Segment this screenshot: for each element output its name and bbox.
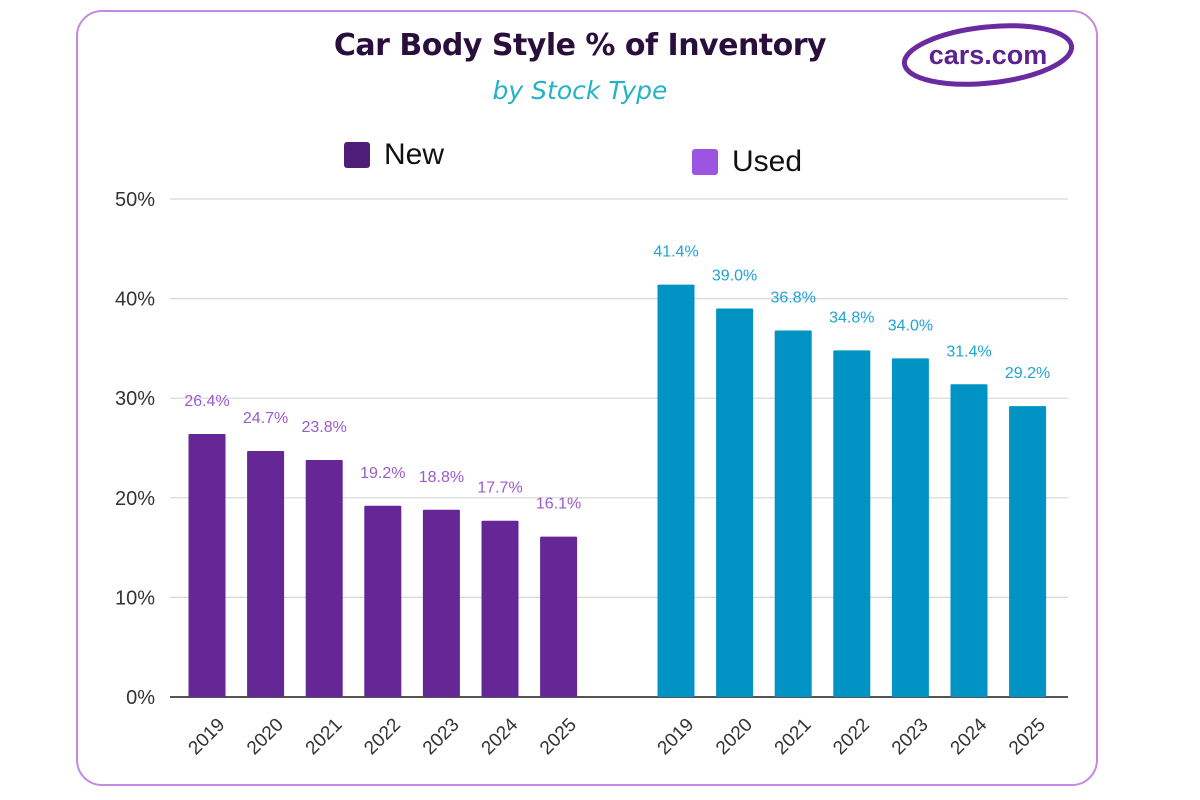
legend-label-used: Used [732,145,803,178]
x-tick-label: 2021 [771,714,816,759]
data-label: 18.8% [419,469,464,486]
x-tick-label: 2025 [1005,714,1050,759]
bar-used-2025 [1009,406,1047,697]
bar-used-2022 [833,350,871,697]
bar-new-2021 [305,459,343,697]
x-tick-label: 2021 [302,714,347,759]
data-label: 17.7% [477,480,522,497]
cars-com-logo: cars.com [901,23,1075,87]
bar-new-2022 [364,505,402,697]
data-label: 23.8% [302,419,347,436]
bar-new-2020 [247,450,285,697]
bar-used-2019 [657,284,695,697]
bar-used-2024 [950,384,988,697]
bar-used-2021 [774,330,812,697]
x-tick-label: 2024 [947,714,992,759]
svg-text:cars.com: cars.com [929,40,1048,70]
x-tick-label: 2022 [829,714,874,759]
x-tick-label: 2025 [536,714,581,759]
y-tick-label: 10% [115,587,155,609]
legend-item-used: Used [692,145,802,179]
y-tick-label: 40% [115,289,155,311]
data-label: 34.8% [829,309,874,326]
x-tick-label: 2019 [185,714,230,759]
legend-swatch-used [692,149,718,175]
bar-new-2024 [481,520,519,697]
data-label: 24.7% [243,410,288,427]
legend-label-new: New [384,138,445,171]
data-label: 41.4% [653,244,698,261]
x-tick-label: 2024 [478,714,523,759]
bar-used-2023 [891,358,929,697]
data-label: 39.0% [712,268,757,285]
data-label: 26.4% [184,393,229,410]
bar-new-2023 [422,509,460,697]
x-tick-label: 2023 [419,714,464,759]
chart-title: Car Body Style % of Inventory [333,28,827,63]
data-label: 29.2% [1005,365,1050,382]
legend-swatch-new [344,142,370,168]
y-tick-label: 50% [115,189,155,211]
data-label: 31.4% [946,343,991,360]
x-tick-label: 2020 [712,714,757,759]
y-tick-label: 0% [126,687,155,709]
data-label: 34.0% [888,317,933,334]
bar-new-2019 [188,434,226,697]
bar-used-2020 [716,308,754,697]
x-tick-label: 2022 [360,714,405,759]
x-tick-label: 2019 [654,714,699,759]
x-tick-label: 2020 [243,714,288,759]
data-label: 16.1% [536,496,581,513]
legend-item-new: New [344,138,444,172]
y-tick-label: 20% [115,488,155,510]
data-label: 19.2% [360,465,405,482]
bar-new-2025 [540,536,578,697]
chart-subtitle: by Stock Type [492,76,668,105]
y-tick-label: 30% [115,388,155,410]
data-label: 36.8% [771,289,816,306]
x-tick-label: 2023 [888,714,933,759]
